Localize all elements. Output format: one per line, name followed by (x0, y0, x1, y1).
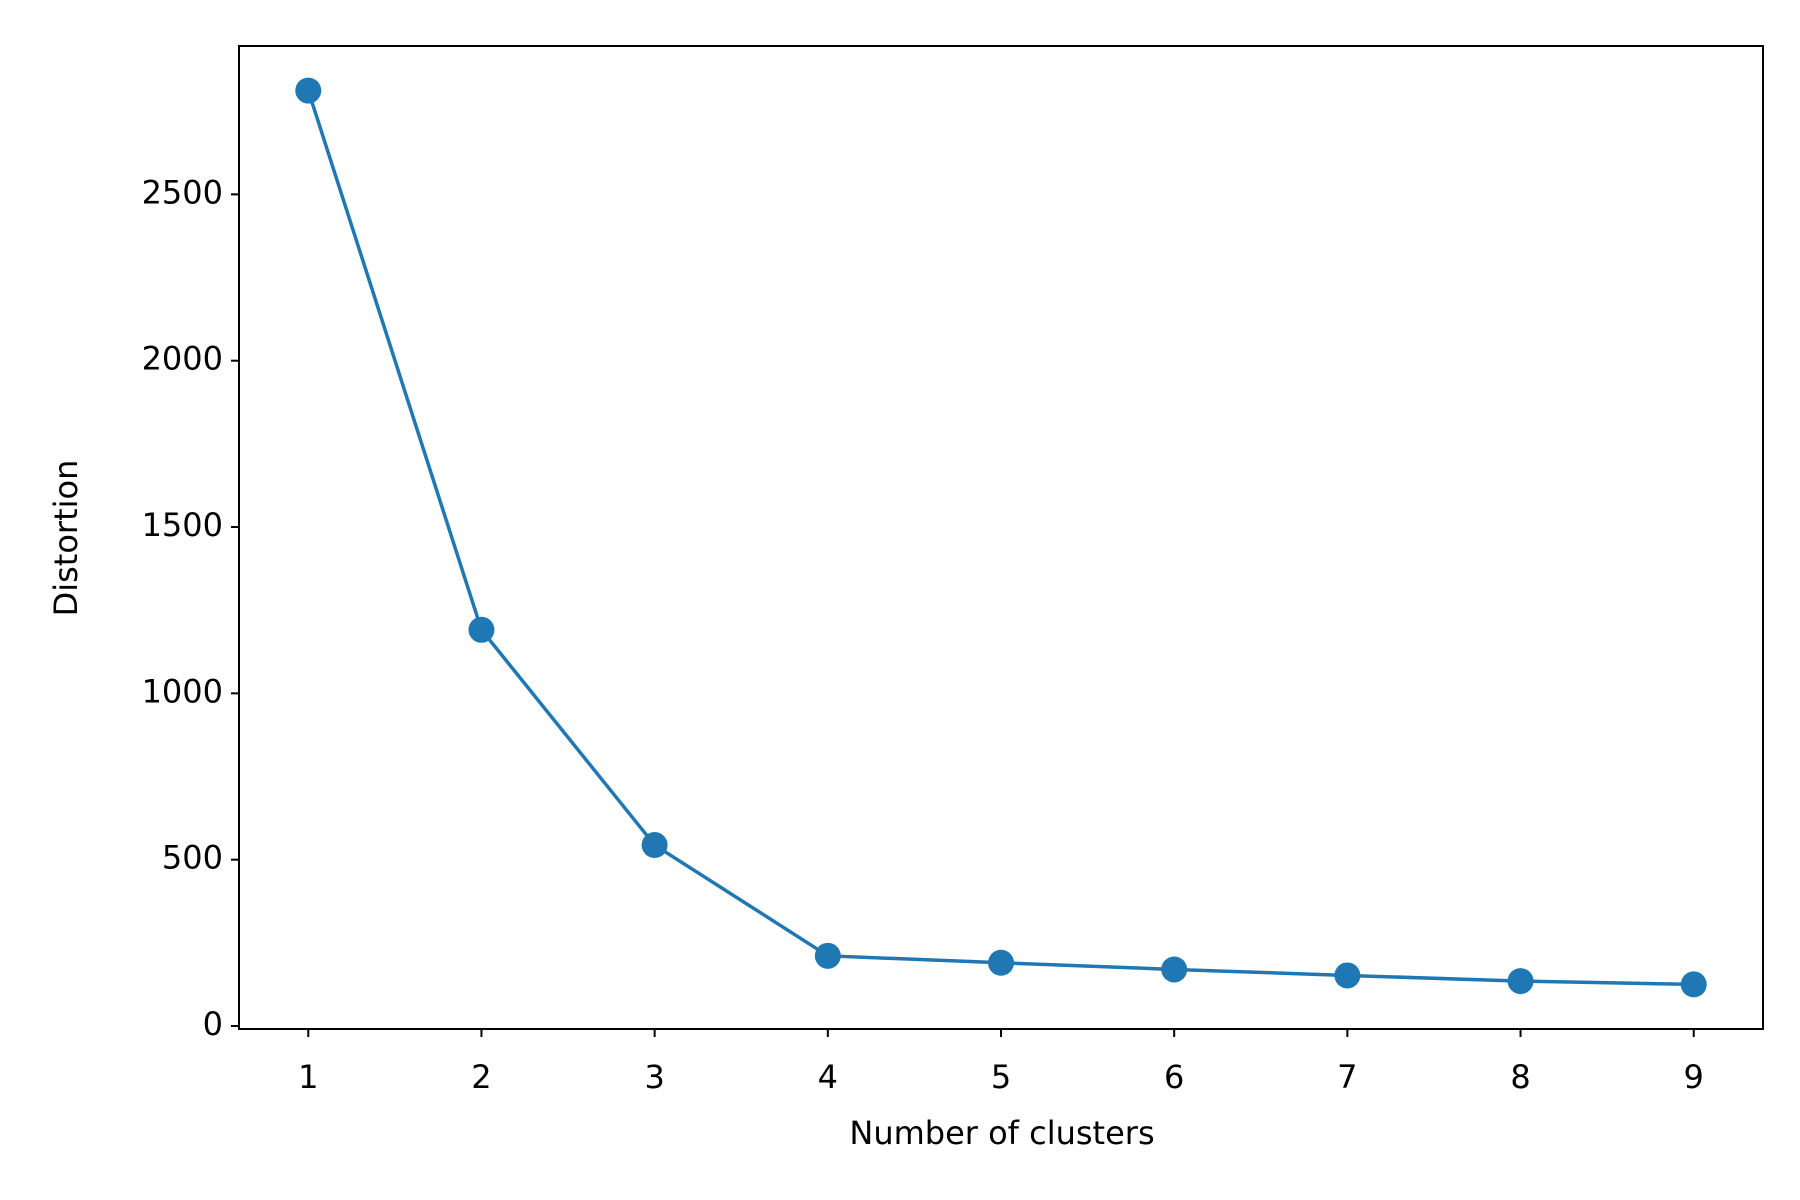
y-tick-label: 500 (162, 839, 223, 877)
x-tick-label: 9 (1684, 1058, 1704, 1096)
x-tick-label: 7 (1337, 1058, 1357, 1096)
y-tick-label: 2500 (142, 173, 223, 211)
data-point (295, 77, 322, 104)
data-point (641, 832, 668, 859)
data-point (988, 949, 1014, 976)
x-tick-label: 6 (1164, 1058, 1184, 1096)
y-tick-label: 0 (203, 1005, 223, 1043)
data-line (306, 90, 1694, 987)
y-tick-label: 2000 (142, 340, 223, 378)
x-tick-label: 2 (471, 1058, 491, 1096)
data-point (1507, 968, 1534, 995)
data-point (1161, 956, 1188, 983)
x-axis-label: Number of clusters (849, 1114, 1154, 1152)
x-tick-label: 1 (298, 1058, 318, 1096)
plot-frame (238, 45, 1764, 1030)
y-tick-label: 1500 (142, 506, 223, 544)
y-tick-label: 1000 (142, 672, 223, 710)
data-point (1334, 962, 1361, 989)
x-tick-label: 4 (818, 1058, 838, 1096)
data-point (814, 942, 841, 969)
data-point (1680, 971, 1707, 998)
x-tick-label: 3 (644, 1058, 664, 1096)
x-tick-label: 5 (991, 1058, 1011, 1096)
y-axis-label: Distortion (47, 460, 85, 617)
data-point (468, 616, 495, 643)
x-tick-label: 8 (1510, 1058, 1530, 1096)
